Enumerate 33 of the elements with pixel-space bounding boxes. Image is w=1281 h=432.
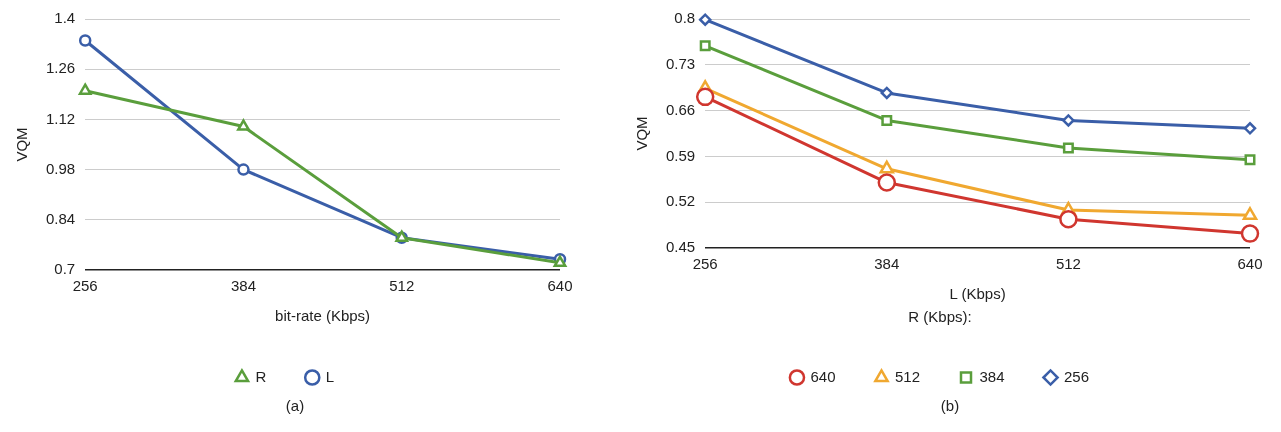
y-axis-title: VQM xyxy=(13,127,31,162)
y-tick-label: 0.8 xyxy=(674,9,696,27)
y-tick-label: 0.98 xyxy=(45,159,76,177)
legend-label: 384 xyxy=(979,367,1005,385)
legend-label: R xyxy=(255,367,267,385)
legend-title: R (Kbps): xyxy=(908,307,972,325)
y-tick-label: 1.12 xyxy=(45,109,76,127)
legend-label: L xyxy=(325,367,335,385)
y-tick-label: 1.4 xyxy=(54,9,76,27)
x-tick-label: 384 xyxy=(874,255,900,273)
x-tick-label: 640 xyxy=(547,277,573,295)
y-tick-label: 0.7 xyxy=(54,260,76,278)
x-axis-title: bit-rate (Kbps) xyxy=(275,307,371,325)
text: (a) xyxy=(284,397,306,414)
y-tick-label: 1.26 xyxy=(45,59,76,77)
x-tick-label: 512 xyxy=(1055,255,1081,273)
x-tick-label: 512 xyxy=(389,277,415,295)
x-tick-label: 256 xyxy=(692,255,718,273)
y-tick-label: 0.73 xyxy=(665,54,696,72)
legend-label: 256 xyxy=(1064,367,1090,385)
y-tick-label: 0.84 xyxy=(45,209,76,227)
x-axis-title: L (Kbps) xyxy=(949,285,1006,303)
text: (b) xyxy=(939,397,961,414)
y-axis-title: VQM xyxy=(633,116,651,151)
y-tick-label: 0.59 xyxy=(665,146,696,164)
legend-label: 640 xyxy=(810,367,836,385)
x-tick-label: 256 xyxy=(72,277,98,295)
y-tick-label: 0.66 xyxy=(665,100,696,118)
x-tick-label: 384 xyxy=(230,277,256,295)
legend-label: 512 xyxy=(894,367,920,385)
y-tick-label: 0.52 xyxy=(665,192,696,210)
x-tick-label: 640 xyxy=(1237,255,1263,273)
y-tick-label: 0.45 xyxy=(665,238,696,256)
